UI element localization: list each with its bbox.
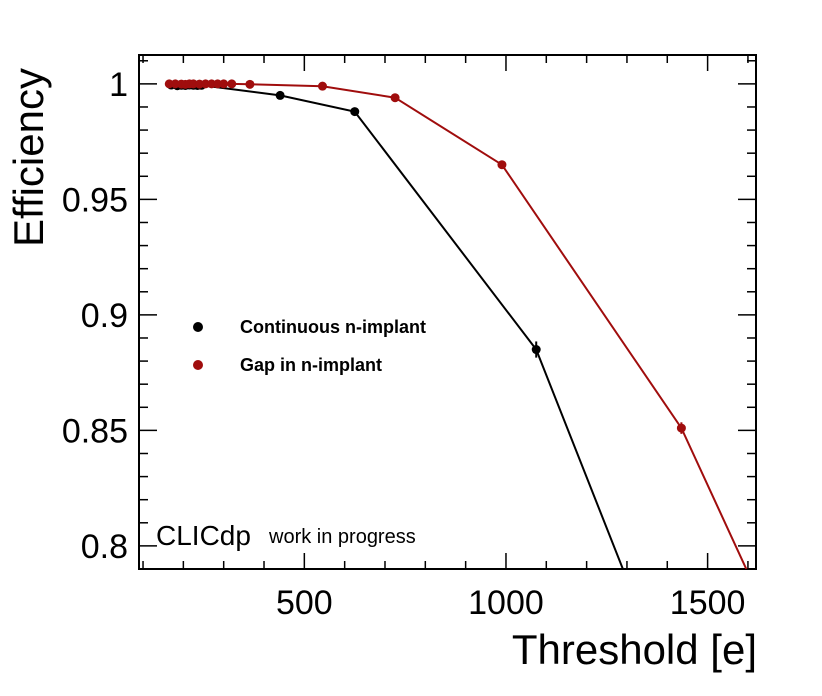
legend-marker-gap <box>193 360 203 370</box>
data-point-gap <box>676 423 686 433</box>
data-point-gap <box>317 81 327 91</box>
data-point-continuous <box>531 345 541 355</box>
x-axis-title: Threshold [e] <box>512 626 757 673</box>
plot-frame <box>138 54 757 570</box>
x-tick-label: 1500 <box>670 584 746 622</box>
data-point-gap <box>219 79 229 89</box>
legend-label-gap: Gap in n-implant <box>240 355 382 375</box>
clicdp-annotation: CLICdp work in progress <box>156 520 416 551</box>
legend-label-continuous: Continuous n-implant <box>240 317 426 337</box>
y-tick-label: 0.95 <box>62 181 128 219</box>
data-point-gap <box>497 160 507 170</box>
clicdp-label: CLICdp <box>156 520 251 551</box>
plot-frame-box <box>138 54 757 570</box>
data-point-continuous <box>275 90 285 100</box>
data-point-continuous <box>350 107 360 117</box>
y-tick-label: 0.85 <box>62 412 128 450</box>
y-tick-label: 1 <box>109 66 128 104</box>
y-tick-label: 0.9 <box>81 297 128 335</box>
legend-marker-continuous <box>193 322 203 332</box>
data-point-gap <box>245 79 255 89</box>
y-axis-title: Efficiency <box>5 68 52 247</box>
data-point-gap <box>227 79 237 89</box>
work-in-progress-label: work in progress <box>268 526 416 548</box>
x-tick-label: 500 <box>276 584 333 622</box>
data-points-layer <box>164 79 686 434</box>
axis-ticks: 500 1000 1500 0.8 0.85 0.9 0.95 1 <box>62 55 756 622</box>
legend: Continuous n-implant Gap in n-implant <box>193 317 426 375</box>
y-tick-label: 0.8 <box>81 528 128 566</box>
data-point-gap <box>390 93 400 103</box>
x-tick-label: 1000 <box>468 584 544 622</box>
